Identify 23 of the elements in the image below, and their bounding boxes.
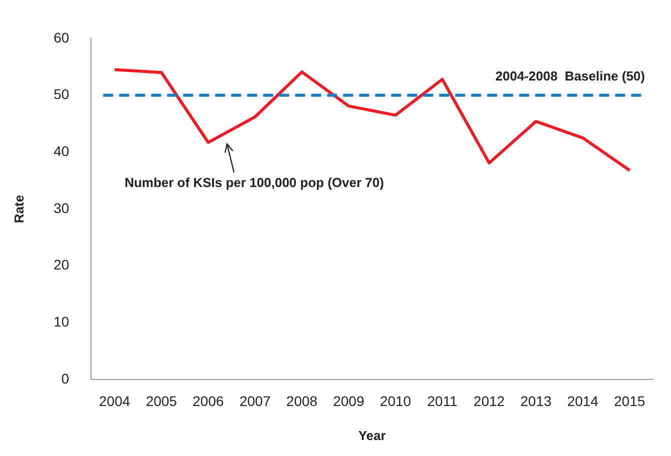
x-tick-label: 2004 bbox=[99, 392, 130, 409]
x-tick-label: 2008 bbox=[286, 392, 318, 409]
y-tick-label: 20 bbox=[54, 256, 70, 273]
y-tick-label: 50 bbox=[54, 86, 70, 102]
x-axis-title: Year bbox=[358, 428, 386, 443]
x-tick-label: 2014 bbox=[567, 392, 599, 409]
x-tick-label: 2013 bbox=[520, 392, 552, 409]
x-tick-label: 2005 bbox=[146, 392, 178, 409]
y-axis-title: Rate bbox=[11, 194, 26, 224]
ref-line-label: 2004-2008 Baseline (50) bbox=[495, 68, 645, 84]
x-tick-label: 2009 bbox=[333, 392, 364, 409]
y-tick-label: 0 bbox=[61, 370, 70, 386]
y-tick-label: 10 bbox=[54, 314, 70, 330]
x-tick-label: 2015 bbox=[614, 392, 646, 409]
text: Number of KSIs per 100,000 pop (Over 70) bbox=[124, 174, 384, 190]
y-tick-label: 40 bbox=[54, 142, 70, 159]
x-tick-label: 2010 bbox=[380, 392, 412, 409]
x-tick-label: 2006 bbox=[192, 392, 224, 409]
x-tick-label: 2012 bbox=[474, 392, 505, 409]
y-tick-label: 60 bbox=[54, 29, 70, 46]
y-tick-label: 30 bbox=[54, 200, 70, 216]
x-tick-label: 2007 bbox=[239, 392, 271, 409]
x-tick-label: 2011 bbox=[427, 392, 458, 409]
